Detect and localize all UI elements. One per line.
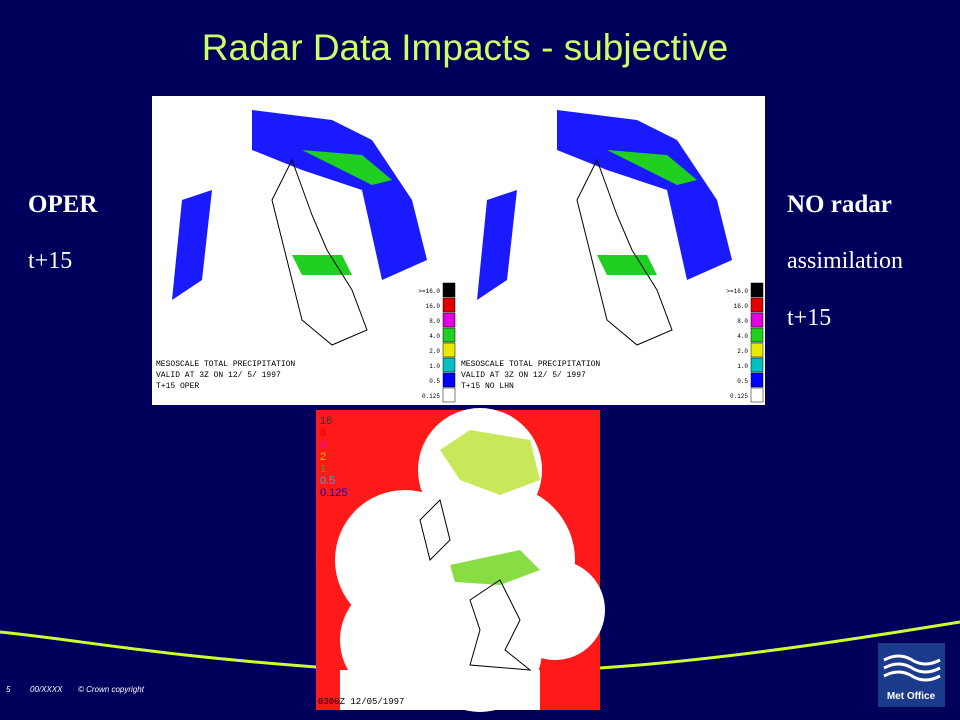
legend-label: 4.0: [429, 333, 440, 340]
legend-swatch: [750, 327, 764, 343]
slide-title: Radar Data Impacts - subjective: [202, 27, 728, 68]
map-caption: VALID AT 3Z ON 12/ 5/ 1997: [156, 371, 281, 380]
radar-legend-label: 4: [320, 439, 326, 451]
legend-label: 1.0: [429, 363, 440, 370]
coastline: [576, 158, 673, 346]
precip-core: [292, 150, 392, 275]
legend-label: 2.0: [429, 348, 440, 355]
right-label: assimilation: [787, 248, 903, 274]
legend-label: 0.5: [429, 378, 440, 385]
legend-label: 8.0: [429, 318, 440, 325]
left-label: t+15: [28, 248, 72, 274]
legend-swatch: [750, 297, 764, 313]
legend-swatch: [442, 297, 456, 313]
legend-swatch: [750, 372, 764, 388]
legend-swatch: [750, 312, 764, 328]
precip-core: [597, 150, 697, 275]
left-label: OPER: [28, 191, 98, 218]
map-caption: T+15 OPER: [156, 382, 199, 391]
map-caption: MESOSCALE TOTAL PRECIPITATION: [156, 360, 295, 369]
coastline: [271, 158, 368, 346]
legend-swatch: [750, 387, 764, 403]
footer-ref: 00/XXXX: [30, 685, 63, 694]
legend-swatch: [750, 357, 764, 373]
legend-label: 0.125: [422, 393, 440, 400]
right-label: t+15: [787, 305, 831, 331]
radar-timestamp: 0300Z 12/05/1997: [318, 697, 404, 707]
radar-image: [316, 408, 605, 712]
map-caption: MESOSCALE TOTAL PRECIPITATION: [461, 360, 600, 369]
radar-legend-label: 2: [320, 451, 326, 463]
legend-label: 0.125: [730, 393, 748, 400]
radar-legend-label: 16: [320, 415, 332, 427]
legend-label: >=16.0: [418, 288, 440, 295]
footer-copyright: © Crown copyright: [78, 685, 145, 694]
right-label: NO radar: [787, 191, 892, 218]
legend-label: 1.0: [737, 363, 748, 370]
legend-swatch: [750, 342, 764, 358]
legend-swatch: [442, 387, 456, 403]
met-office-logo: Met Office: [878, 643, 945, 707]
legend-swatch: [442, 357, 456, 373]
radar-legend-label: 1: [320, 463, 326, 475]
radar-legend-label: 0.5: [320, 475, 335, 487]
footer-page: 5: [6, 685, 11, 694]
legend-swatch: [750, 282, 764, 298]
legend-label: 2.0: [737, 348, 748, 355]
map-caption: T+15 NO LHN: [461, 382, 514, 391]
legend-swatch: [442, 282, 456, 298]
legend-label: 16.0: [734, 303, 749, 310]
legend-swatch: [442, 342, 456, 358]
legend-swatch: [442, 327, 456, 343]
logo-text: Met Office: [887, 691, 936, 702]
legend-label: 4.0: [737, 333, 748, 340]
map-caption: VALID AT 3Z ON 12/ 5/ 1997: [461, 371, 586, 380]
decor-curve: [0, 620, 960, 670]
legend-label: 8.0: [737, 318, 748, 325]
legend-label: >=16.0: [726, 288, 748, 295]
legend-swatch: [442, 312, 456, 328]
map-panels: MESOSCALE TOTAL PRECIPITATION VALID AT 3Z…: [152, 96, 765, 405]
legend-label: 0.5: [737, 378, 748, 385]
legend-swatch: [442, 372, 456, 388]
radar-legend-label: 0.125: [320, 487, 348, 499]
radar-legend-label: 8: [320, 427, 326, 439]
legend-label: 16.0: [426, 303, 441, 310]
